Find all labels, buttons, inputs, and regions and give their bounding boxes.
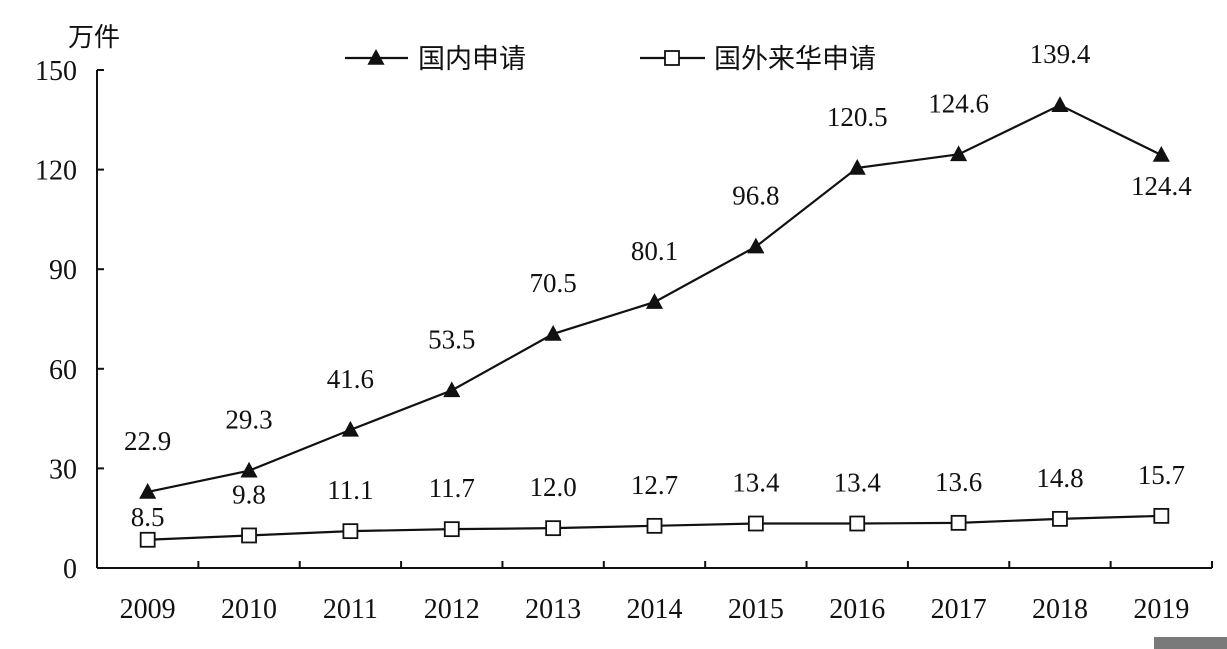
data-label: 80.1 [631, 236, 678, 266]
y-tick-label: 60 [49, 355, 77, 386]
y-tick-label: 0 [63, 554, 77, 585]
data-label: 15.7 [1138, 460, 1185, 490]
data-label: 22.9 [124, 426, 171, 456]
data-label: 12.7 [631, 470, 678, 500]
series-group: 22.9 29.3 41.6 53.5 70.5 80.1 96.8 120.5 124.6 13… [124, 39, 1192, 548]
square-point [139, 531, 156, 548]
triangle-point [747, 237, 765, 254]
data-label: 96.8 [732, 181, 779, 211]
x-axis-ticks: 2009 2010 2011 2012 2013 2014 2015 2016 2017 2018… [96, 561, 1213, 625]
x-tick-label: 2016 [829, 594, 885, 625]
data-label: 13.4 [732, 468, 780, 498]
y-tick-label: 90 [49, 255, 77, 286]
triangle-point [1051, 96, 1069, 112]
x-tick-label: 2015 [728, 594, 784, 625]
x-tick-label: 2011 [323, 594, 378, 625]
legend-label-foreign: 国外来华申请 [714, 44, 876, 74]
x-tick-label: 2017 [931, 594, 987, 625]
square-point [342, 523, 359, 540]
triangle-point [544, 324, 562, 341]
data-label: 13.4 [834, 468, 882, 498]
square-point [241, 527, 257, 544]
triangle-point [443, 381, 461, 398]
data-label: 120.5 [827, 102, 888, 132]
x-tick-label: 2013 [525, 594, 581, 625]
square-point [849, 515, 866, 532]
square-point [1153, 507, 1170, 524]
y-tick-label: 30 [49, 454, 77, 485]
triangle-point [848, 158, 866, 175]
series-domestic: 22.9 29.3 41.6 53.5 70.5 80.1 96.8 120.5 124.6 13… [124, 39, 1192, 499]
y-tick-label: 150 [35, 56, 77, 87]
legend-square-marker [664, 50, 680, 66]
y-tick-label: 120 [35, 156, 77, 187]
data-label: 53.5 [428, 324, 475, 354]
axes [96, 70, 1212, 569]
x-tick-label: 2014 [627, 594, 683, 625]
data-label: 139.4 [1030, 39, 1091, 69]
data-label: 9.8 [232, 479, 266, 509]
data-label: 11.1 [327, 475, 373, 505]
y-axis-unit-label: 万件 [68, 23, 120, 52]
data-label: 12.0 [530, 472, 577, 502]
series-foreign: 8.5 9.8 11.1 11.7 12.0 12.7 13.4 13.4 13.6 14.8 15… [131, 460, 1185, 548]
triangle-point [645, 293, 664, 309]
x-tick-label: 2012 [424, 594, 480, 625]
data-label: 13.6 [935, 467, 982, 497]
data-label: 70.5 [530, 268, 577, 298]
triangle-point [341, 420, 359, 437]
x-tick-label: 2010 [221, 594, 277, 625]
x-tick-label: 2009 [120, 594, 176, 625]
data-label: 11.7 [429, 473, 475, 503]
data-label: 14.8 [1036, 463, 1083, 493]
triangle-point [139, 482, 157, 499]
square-point [545, 520, 562, 537]
square-point [1052, 510, 1068, 527]
triangle-point [240, 461, 258, 478]
legend-label-domestic: 国内申请 [418, 44, 526, 74]
x-tick-label: 2018 [1032, 594, 1088, 625]
legend-triangle-marker [367, 49, 385, 65]
triangle-point [950, 145, 968, 162]
data-label: 41.6 [327, 364, 374, 394]
triangle-point [1152, 145, 1170, 162]
data-label: 124.4 [1131, 171, 1192, 201]
square-point [646, 517, 663, 534]
square-point [950, 514, 967, 531]
data-label: 8.5 [131, 502, 165, 532]
legend: 国内申请 国外来华申请 [345, 44, 876, 74]
data-label: 124.6 [928, 88, 989, 118]
square-point [747, 515, 764, 532]
y-axis-ticks: 0 30 60 90 120 150 [35, 56, 104, 585]
data-label: 29.3 [225, 405, 272, 435]
x-tick-label: 2019 [1133, 594, 1189, 625]
corner-gray-block [1154, 637, 1227, 649]
square-point [443, 521, 460, 538]
